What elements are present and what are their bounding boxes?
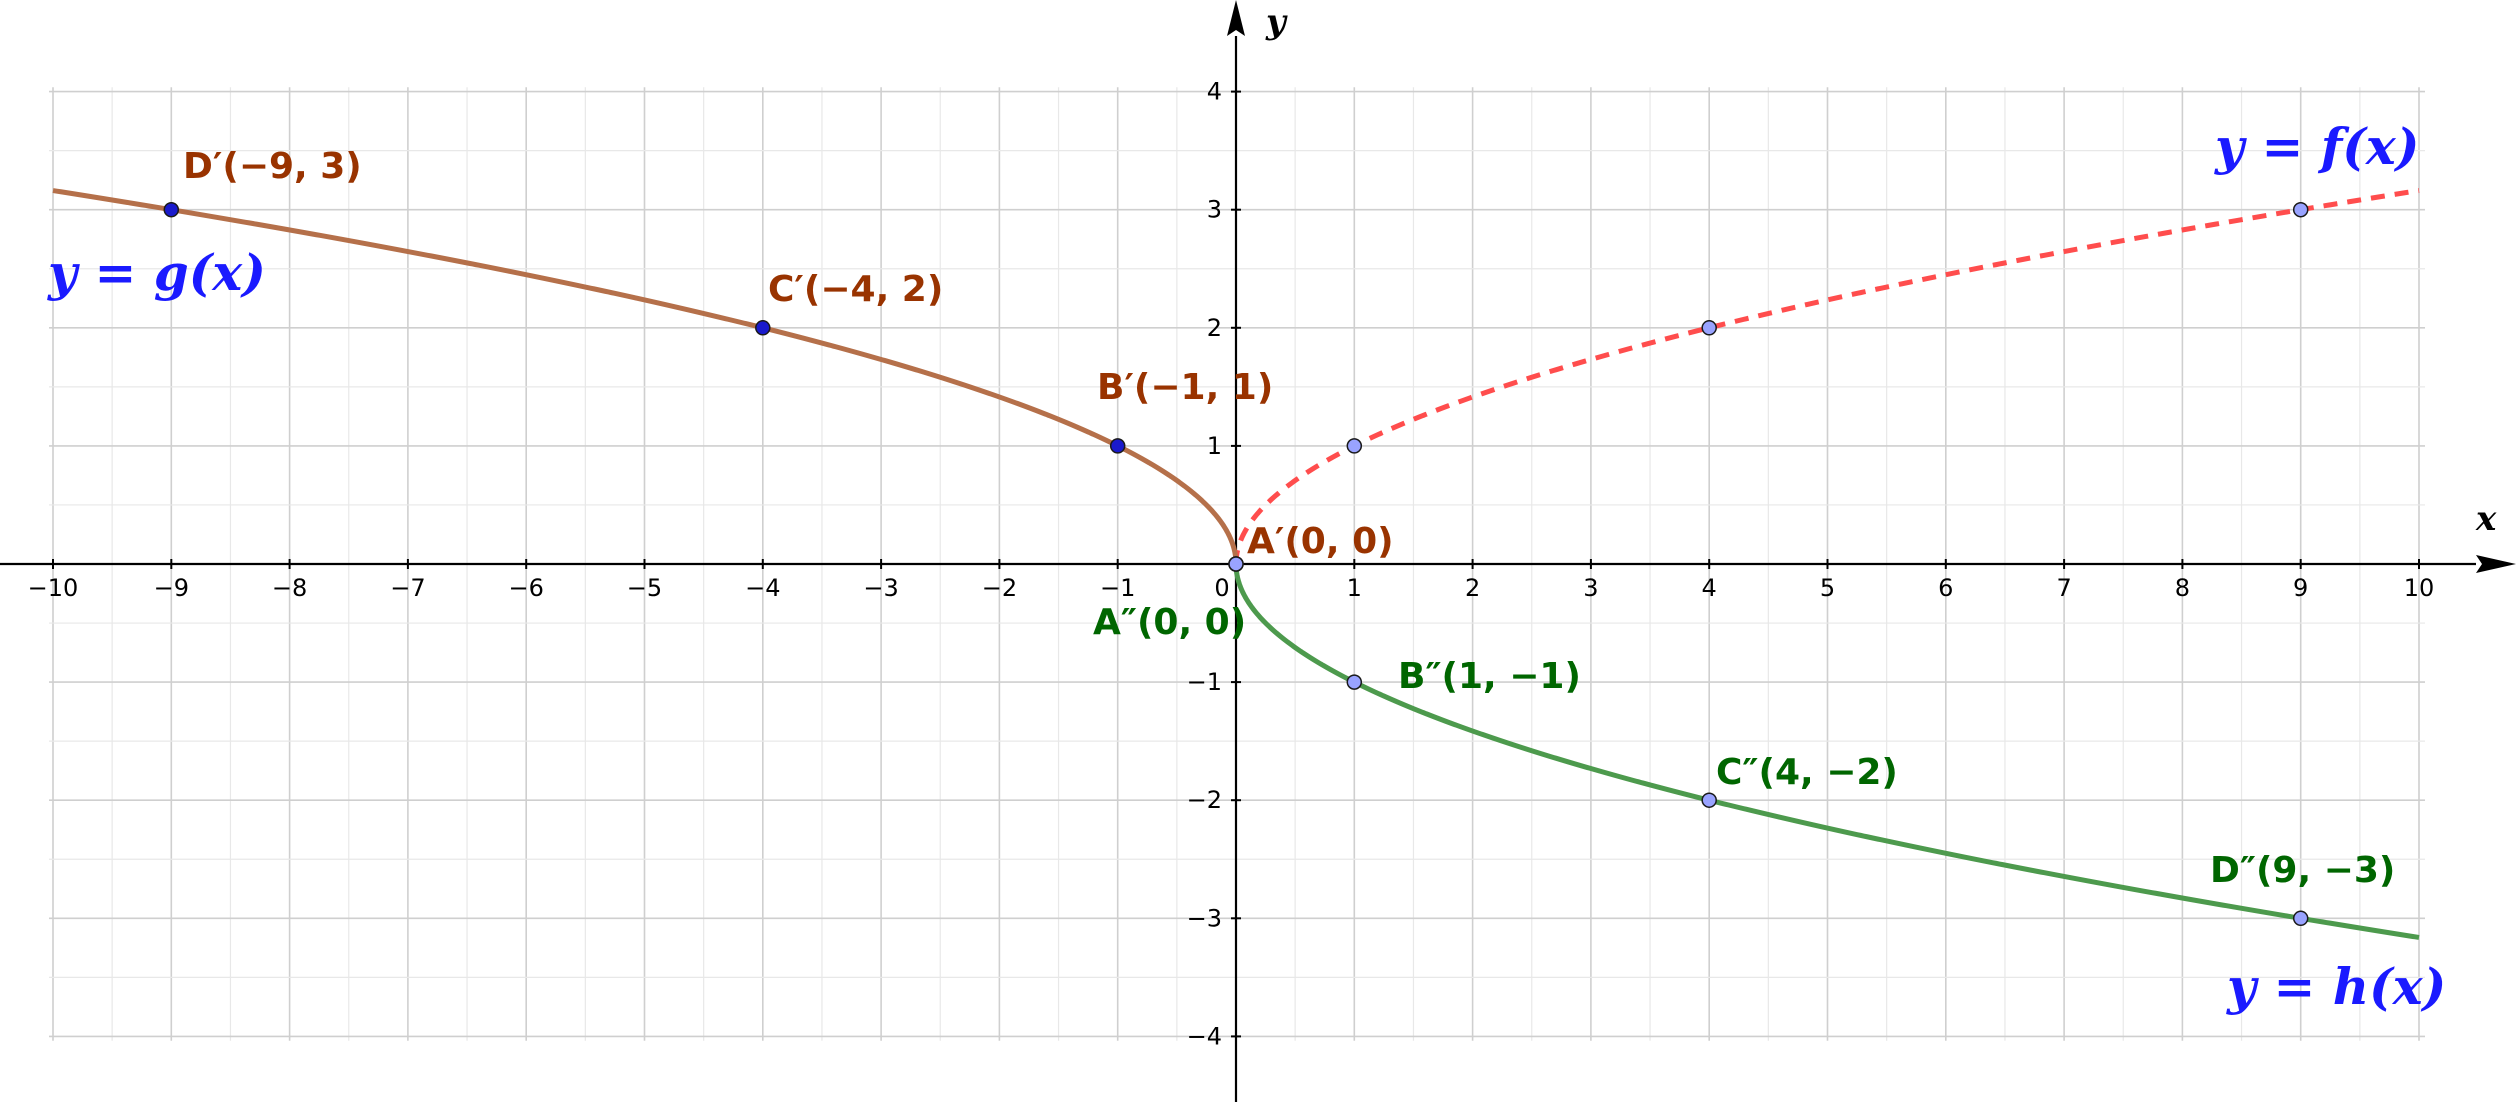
x-tick-label: 5 xyxy=(1820,574,1835,602)
curve-g xyxy=(52,188,1239,564)
x-tick-label: 7 xyxy=(2056,574,2071,602)
point-h xyxy=(2292,910,2309,927)
y-tick-label: 2 xyxy=(1207,314,1222,342)
x-tick-label: 3 xyxy=(1583,574,1598,602)
y-tick-label: 3 xyxy=(1207,196,1222,224)
point-h xyxy=(1701,792,1717,808)
point-label-b-double-prime: B″(1, −1) xyxy=(1398,656,1581,697)
x-tick-label: −1 xyxy=(1100,574,1135,602)
x-tick-label: −10 xyxy=(28,574,79,602)
curve-f xyxy=(1233,188,2420,564)
function-label-g: y = g(x) xyxy=(47,243,266,302)
x-tick-label: −3 xyxy=(863,574,898,602)
x-tick-label: −6 xyxy=(509,574,544,602)
point-h xyxy=(1346,674,1363,690)
point-label-a-prime: A′(0, 0) xyxy=(1247,521,1394,562)
point-label-d-prime: D′(−9, 3) xyxy=(183,146,362,187)
y-tick-label: 4 xyxy=(1207,78,1222,106)
x-tick-label: 9 xyxy=(2293,574,2308,602)
x-tick-label: 0 xyxy=(1214,574,1229,602)
point-label-c-double-prime: C″(4, −2) xyxy=(1716,752,1898,793)
point-f xyxy=(2292,201,2309,218)
y-axis-arrow xyxy=(1227,0,1245,36)
x-axis-arrow xyxy=(2476,555,2516,573)
x-tick-label: −9 xyxy=(154,574,189,602)
point-h xyxy=(1228,556,1244,572)
point-f xyxy=(1701,320,1717,336)
x-tick-label: 4 xyxy=(1702,574,1717,602)
y-tick-label: −4 xyxy=(1187,1022,1222,1050)
x-tick-label: −8 xyxy=(272,574,307,602)
x-tick-label: 8 xyxy=(2175,574,2190,602)
labels: x y A′(0, 0) B′(−1, 1) C′(−4, 2) D′(−9, … xyxy=(47,2,2497,1016)
x-tick-label: 10 xyxy=(2404,574,2435,602)
function-label-f: y = f(x) xyxy=(2214,117,2419,176)
curves xyxy=(52,188,2420,940)
point-f xyxy=(1346,438,1363,454)
point-label-d-double-prime: D″(9, −3) xyxy=(2210,850,2395,891)
x-tick-label: 1 xyxy=(1347,574,1362,602)
point-label-a-double-prime: A″(0, 0) xyxy=(1093,602,1246,643)
point-label-b-prime: B′(−1, 1) xyxy=(1097,367,1273,408)
x-tick-label: −4 xyxy=(745,574,780,602)
y-tick-label: −2 xyxy=(1187,786,1222,814)
function-label-h: y = h(x) xyxy=(2226,957,2446,1016)
y-tick-label: −3 xyxy=(1187,904,1222,932)
x-axis-label: x xyxy=(2475,499,2497,539)
y-axis-label: y xyxy=(1265,2,1288,42)
x-tick-label: −2 xyxy=(982,574,1017,602)
points xyxy=(163,201,2309,927)
point-g xyxy=(163,201,180,218)
x-tick-label: −5 xyxy=(627,574,662,602)
y-tick-label: 1 xyxy=(1207,432,1222,460)
x-tick-label: −7 xyxy=(390,574,425,602)
y-tick-label: −1 xyxy=(1187,668,1222,696)
point-g xyxy=(1109,438,1126,454)
curve-h xyxy=(1233,564,2420,940)
x-tick-label: 6 xyxy=(1938,574,1953,602)
x-tick-label: 2 xyxy=(1465,574,1480,602)
point-label-c-prime: C′(−4, 2) xyxy=(768,269,943,310)
point-g xyxy=(755,320,771,336)
